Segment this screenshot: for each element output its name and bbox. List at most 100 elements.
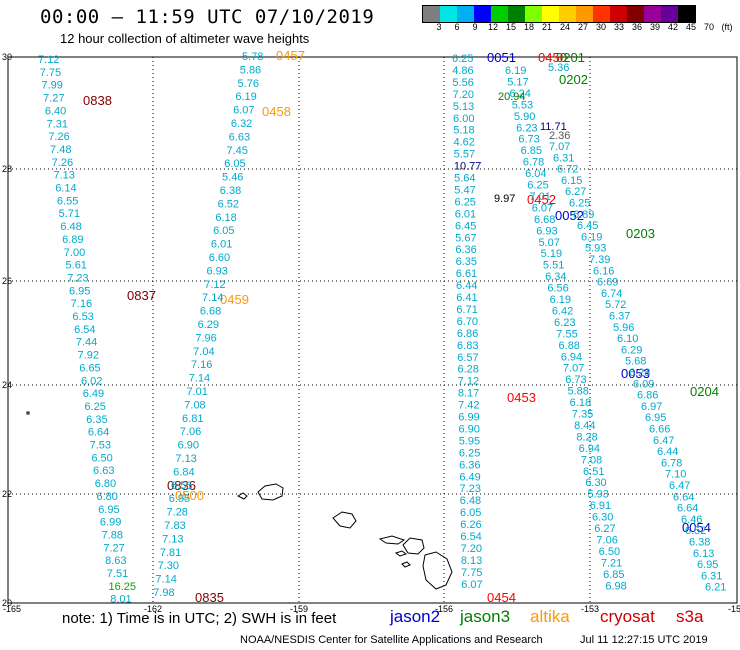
legend-cryosat: cryosat bbox=[600, 607, 655, 626]
colorbar-swatch bbox=[491, 6, 508, 22]
colorbar-label: 42 bbox=[667, 22, 679, 32]
legend-jason2: jason2 bbox=[390, 607, 441, 626]
swh-value: 6.66 bbox=[649, 424, 670, 436]
swh-value: 9.97 bbox=[494, 193, 515, 205]
swh-value: 6.55 bbox=[171, 480, 192, 492]
swh-value: 7.55 bbox=[556, 328, 577, 340]
swh-value: 6.00 bbox=[453, 113, 474, 125]
track-label-0052: 0052 bbox=[555, 208, 584, 223]
swh-value: 6.89 bbox=[573, 209, 594, 221]
swh-value: 7.99 bbox=[41, 80, 62, 92]
map-frame bbox=[7, 56, 738, 604]
swh-value: 6.01 bbox=[211, 239, 232, 251]
swh-value: 6.07 bbox=[532, 202, 553, 214]
swh-value: 7.12 bbox=[458, 376, 479, 388]
swh-value: 6.05 bbox=[460, 507, 481, 519]
swh-value: 6.86 bbox=[457, 328, 478, 340]
swh-value: 6.31 bbox=[701, 570, 722, 582]
track-label-0204: 0204 bbox=[690, 384, 719, 399]
swh-value: 6.13 bbox=[693, 548, 714, 560]
colorbar-swatch bbox=[559, 6, 576, 22]
swh-value: 6.32 bbox=[231, 118, 252, 130]
colorbar-swatch bbox=[644, 6, 661, 22]
swh-value: 7.08 bbox=[184, 399, 205, 411]
track-label-0203: 0203 bbox=[626, 226, 655, 241]
swh-value: 6.78 bbox=[523, 157, 544, 169]
island-outline bbox=[378, 535, 406, 545]
swh-value: 8.63 bbox=[105, 555, 126, 567]
swh-value: 6.19 bbox=[581, 231, 602, 243]
swh-value: 6.64 bbox=[88, 427, 109, 439]
colorbar-label: 21 bbox=[541, 22, 553, 32]
swh-value: 7.88 bbox=[102, 529, 123, 541]
colorbar-swatch bbox=[423, 6, 440, 22]
swh-value: 6.52 bbox=[218, 198, 239, 210]
swh-value: 5.96 bbox=[613, 322, 634, 334]
swh-value: 6.63 bbox=[93, 465, 114, 477]
swh-value: 5.17 bbox=[507, 76, 528, 88]
colorbar-swatch bbox=[610, 6, 627, 22]
swh-value: 6.25 bbox=[84, 401, 105, 413]
swh-value: 6.46 bbox=[681, 514, 702, 526]
swh-value: 6.61 bbox=[456, 268, 477, 280]
colorbar-label: 9 bbox=[472, 22, 478, 32]
swh-value: 6.91 bbox=[590, 500, 611, 512]
track-label-0836: 0836 bbox=[167, 478, 196, 493]
swh-value: 6.48 bbox=[60, 221, 81, 233]
swh-value: 6.70 bbox=[457, 316, 478, 328]
swh-value: 6.98 bbox=[605, 580, 626, 592]
colorbar-label: 36 bbox=[631, 22, 643, 32]
swh-value: 6.99 bbox=[100, 517, 121, 529]
swh-value: 6.90 bbox=[459, 423, 480, 435]
swh-value: 6.02 bbox=[81, 375, 102, 387]
swh-value: 6.83 bbox=[457, 340, 478, 352]
swh-value: 7.23 bbox=[67, 272, 88, 284]
swh-value: 2.36 bbox=[549, 130, 570, 142]
legend-altika: altika bbox=[530, 607, 570, 626]
swh-value: 6.28 bbox=[457, 364, 478, 376]
swh-value: 6.80 bbox=[96, 491, 117, 503]
swh-value: 6.26 bbox=[460, 519, 481, 531]
swh-value: 7.48 bbox=[50, 144, 71, 156]
swh-value: 6.40 bbox=[45, 105, 66, 117]
swh-value: 6.38 bbox=[689, 537, 710, 549]
swh-value: 7.28 bbox=[167, 507, 188, 519]
swh-value: 7.01 bbox=[187, 386, 208, 398]
swh-value: 6.29 bbox=[621, 344, 642, 356]
swh-value: 8.28 bbox=[576, 431, 597, 443]
track-label-0459: 0459 bbox=[220, 292, 249, 307]
colorbar-labels: 3 6 9 12 15 18 21 24 27 30 33 36 39 42 45 70 (ft) bbox=[422, 22, 732, 34]
colorbar-label: 6 bbox=[454, 22, 460, 32]
swh-value: 6.57 bbox=[457, 352, 478, 364]
swh-value: 6.68 bbox=[200, 306, 221, 318]
swh-value: 6.36 bbox=[455, 244, 476, 256]
swh-value: 7.26 bbox=[48, 131, 69, 143]
colorbar-label: 33 bbox=[613, 22, 625, 32]
colorbar-swatch bbox=[440, 6, 457, 22]
swh-value: 5.51 bbox=[543, 260, 564, 272]
swh-value: 6.73 bbox=[565, 374, 586, 386]
track-label-0053: 0053 bbox=[621, 366, 650, 381]
swh-value: 20.94 bbox=[498, 91, 526, 103]
swh-value: 6.23 bbox=[516, 122, 537, 134]
swh-value: 8.44 bbox=[574, 420, 595, 432]
track-label-0452: 0452 bbox=[527, 192, 556, 207]
swh-value: 5.68 bbox=[625, 356, 646, 368]
colorbar-swatch bbox=[508, 6, 525, 22]
swh-value: 5.67 bbox=[455, 232, 476, 244]
colorbar-swatch bbox=[678, 6, 695, 22]
y-tick-label: 20 bbox=[2, 598, 12, 608]
swh-value: 6.95 bbox=[98, 504, 119, 516]
colorbar-label: 15 bbox=[505, 22, 517, 32]
x-tick-label: -150 bbox=[728, 604, 740, 614]
swh-value: 6.80 bbox=[95, 478, 116, 490]
swh-value: 7.51 bbox=[107, 568, 128, 580]
wave-height-colorbar bbox=[422, 5, 696, 23]
colorbar-label: 70 bbox=[703, 22, 715, 32]
swh-value: 6.01 bbox=[455, 208, 476, 220]
swh-value: 7.20 bbox=[453, 89, 474, 101]
swh-value: 7.75 bbox=[461, 567, 482, 579]
swh-value: 5.90 bbox=[514, 111, 535, 123]
swh-value: 5.47 bbox=[454, 184, 475, 196]
swh-value: 6.52 bbox=[685, 525, 706, 537]
